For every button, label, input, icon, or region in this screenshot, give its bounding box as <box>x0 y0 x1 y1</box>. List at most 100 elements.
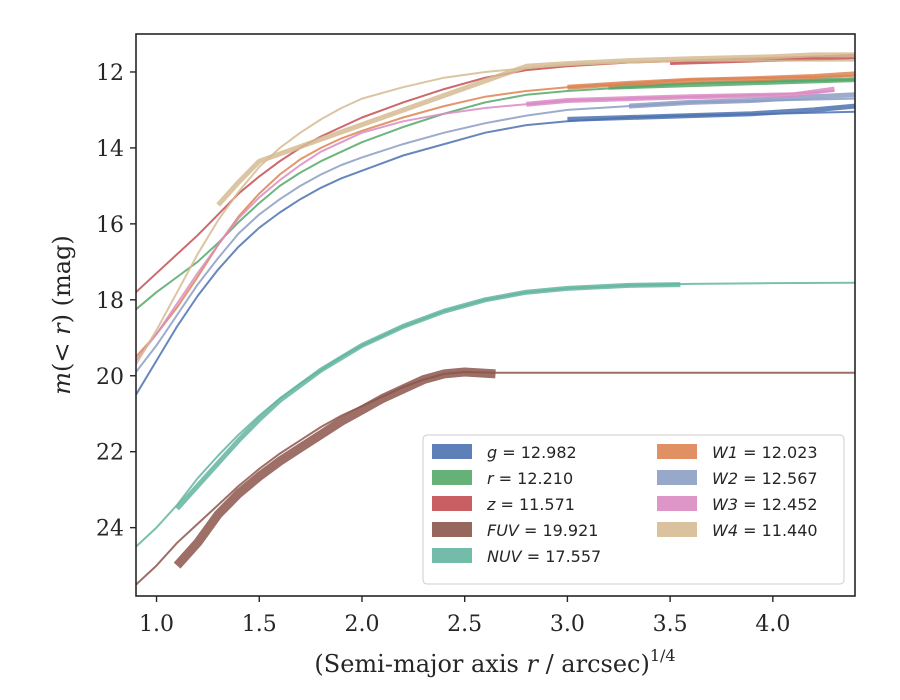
legend-entries: g = 12.982 r = 12.210 z = 11.571 FUV = 19.9… <box>432 443 818 566</box>
legend-value: 12.567 <box>762 469 818 488</box>
legend-value: 12.023 <box>762 443 818 462</box>
x-axis-title: (Semi-major axis r / arcsec)1/4 <box>314 646 675 678</box>
legend-band: W1 <box>712 443 738 462</box>
legend-band: r <box>487 469 495 488</box>
x-tick-label: 2.5 <box>447 612 482 637</box>
legend-item-w1: W1 = 12.023 <box>657 443 818 462</box>
series-fuv-line <box>136 371 855 586</box>
legend-label: NUV = 17.557 <box>487 547 601 566</box>
legend-item-z: z = 11.571 <box>432 495 575 514</box>
series-r <box>136 77 855 311</box>
y-axis-title-lt: < <box>48 335 76 363</box>
legend-swatch <box>432 496 472 511</box>
legend-swatch <box>432 444 472 459</box>
legend-label: W4 = 11.440 <box>712 521 818 540</box>
legend: g = 12.982 r = 12.210 z = 11.571 FUV = 19.9… <box>422 434 845 585</box>
legend-value: 17.557 <box>545 547 601 566</box>
legend-label: r = 12.210 <box>487 469 573 488</box>
series-r-line <box>136 78 855 311</box>
legend-equals: = <box>519 521 543 540</box>
y-axis-title-open: ( <box>48 363 76 372</box>
series-layer <box>136 52 855 586</box>
x-tick-label: 3.5 <box>653 612 688 637</box>
legend-label: W1 = 12.023 <box>712 443 818 462</box>
legend-item-fuv: FUV = 19.921 <box>432 521 598 540</box>
legend-item-nuv: NUV = 17.557 <box>432 547 601 566</box>
legend-swatch <box>657 444 697 459</box>
series-w1 <box>136 71 855 358</box>
y-axis-title-m: m <box>48 372 76 395</box>
legend-swatch <box>432 522 472 537</box>
legend-band: W3 <box>712 495 738 514</box>
y-tick-label: 24 <box>96 517 124 542</box>
y-tick-label: 14 <box>96 137 124 162</box>
legend-label: W2 = 12.567 <box>712 469 818 488</box>
legend-equals: = <box>738 495 762 514</box>
legend-band: W4 <box>712 521 738 540</box>
x-tick-label: 3.0 <box>550 612 585 637</box>
legend-item-w4: W4 = 11.440 <box>657 521 818 540</box>
x-tick-label: 4.0 <box>755 612 790 637</box>
legend-value: 12.452 <box>762 495 818 514</box>
x-tick-label: 2.0 <box>344 612 379 637</box>
legend-value: 11.571 <box>519 495 575 514</box>
legend-equals: = <box>497 443 521 462</box>
plot-frame <box>135 33 856 597</box>
y-axis-title-r: r <box>48 322 76 335</box>
legend-band: z <box>486 495 496 514</box>
series-w4-band <box>216 52 855 207</box>
legend-label: g = 12.982 <box>487 443 577 462</box>
series-nuv-line <box>136 281 855 548</box>
legend-band: FUV <box>487 521 520 540</box>
series-fuv <box>136 367 855 586</box>
legend-equals: = <box>495 495 519 514</box>
legend-item-g: g = 12.982 <box>432 443 577 462</box>
x-tick-label: 1.0 <box>139 612 174 637</box>
series-w3 <box>136 86 835 362</box>
y-tick-label: 18 <box>96 289 124 314</box>
legend-value: 12.982 <box>521 443 577 462</box>
legend-swatch <box>657 496 697 511</box>
y-tick-label: 12 <box>96 61 124 86</box>
legend-equals: = <box>494 469 518 488</box>
x-tick-label: 1.5 <box>242 612 277 637</box>
series-w1-line <box>136 74 855 358</box>
series-g <box>136 103 855 396</box>
legend-equals: = <box>738 469 762 488</box>
series-w4-line <box>136 59 855 365</box>
y-tick-label: 16 <box>96 213 124 238</box>
x-axis-title-main: (Semi-major axis <box>314 650 526 678</box>
legend-swatch <box>432 470 472 485</box>
legend-band: g <box>487 443 497 462</box>
legend-box <box>422 434 845 585</box>
x-axis-title-sup: 1/4 <box>650 646 676 665</box>
y-axis-ticks: 12 14 16 18 20 22 24 <box>96 61 136 542</box>
y-tick-label: 22 <box>96 441 124 466</box>
series-nuv <box>136 281 855 548</box>
legend-equals: = <box>738 521 762 540</box>
series-w4 <box>136 52 855 365</box>
y-axis-title: m(< r) (mag) <box>48 235 76 395</box>
legend-label: z = 11.571 <box>486 495 575 514</box>
legend-value: 12.210 <box>517 469 573 488</box>
legend-swatch <box>657 470 697 485</box>
series-g-line <box>136 110 855 396</box>
legend-value: 19.921 <box>542 521 598 540</box>
legend-item-w3: W3 = 12.452 <box>657 495 818 514</box>
x-axis-ticks: 1.0 1.5 2.0 2.5 3.0 3.5 4.0 <box>139 596 790 637</box>
legend-value: 11.440 <box>762 521 818 540</box>
x-axis-title-rest: / arcsec) <box>538 650 650 678</box>
legend-band: NUV <box>487 547 523 566</box>
legend-label: W3 = 12.452 <box>712 495 818 514</box>
series-w3-line <box>136 90 835 362</box>
legend-equals: = <box>522 547 546 566</box>
y-axis-title-close: ) <box>48 314 76 323</box>
legend-item-r: r = 12.210 <box>432 469 573 488</box>
x-axis-title-var: r <box>526 650 539 678</box>
legend-equals: = <box>738 443 762 462</box>
y-axis-title-unit: (mag) <box>48 235 76 314</box>
series-w2 <box>136 92 855 373</box>
y-tick-label: 20 <box>96 365 124 390</box>
legend-swatch <box>657 522 697 537</box>
